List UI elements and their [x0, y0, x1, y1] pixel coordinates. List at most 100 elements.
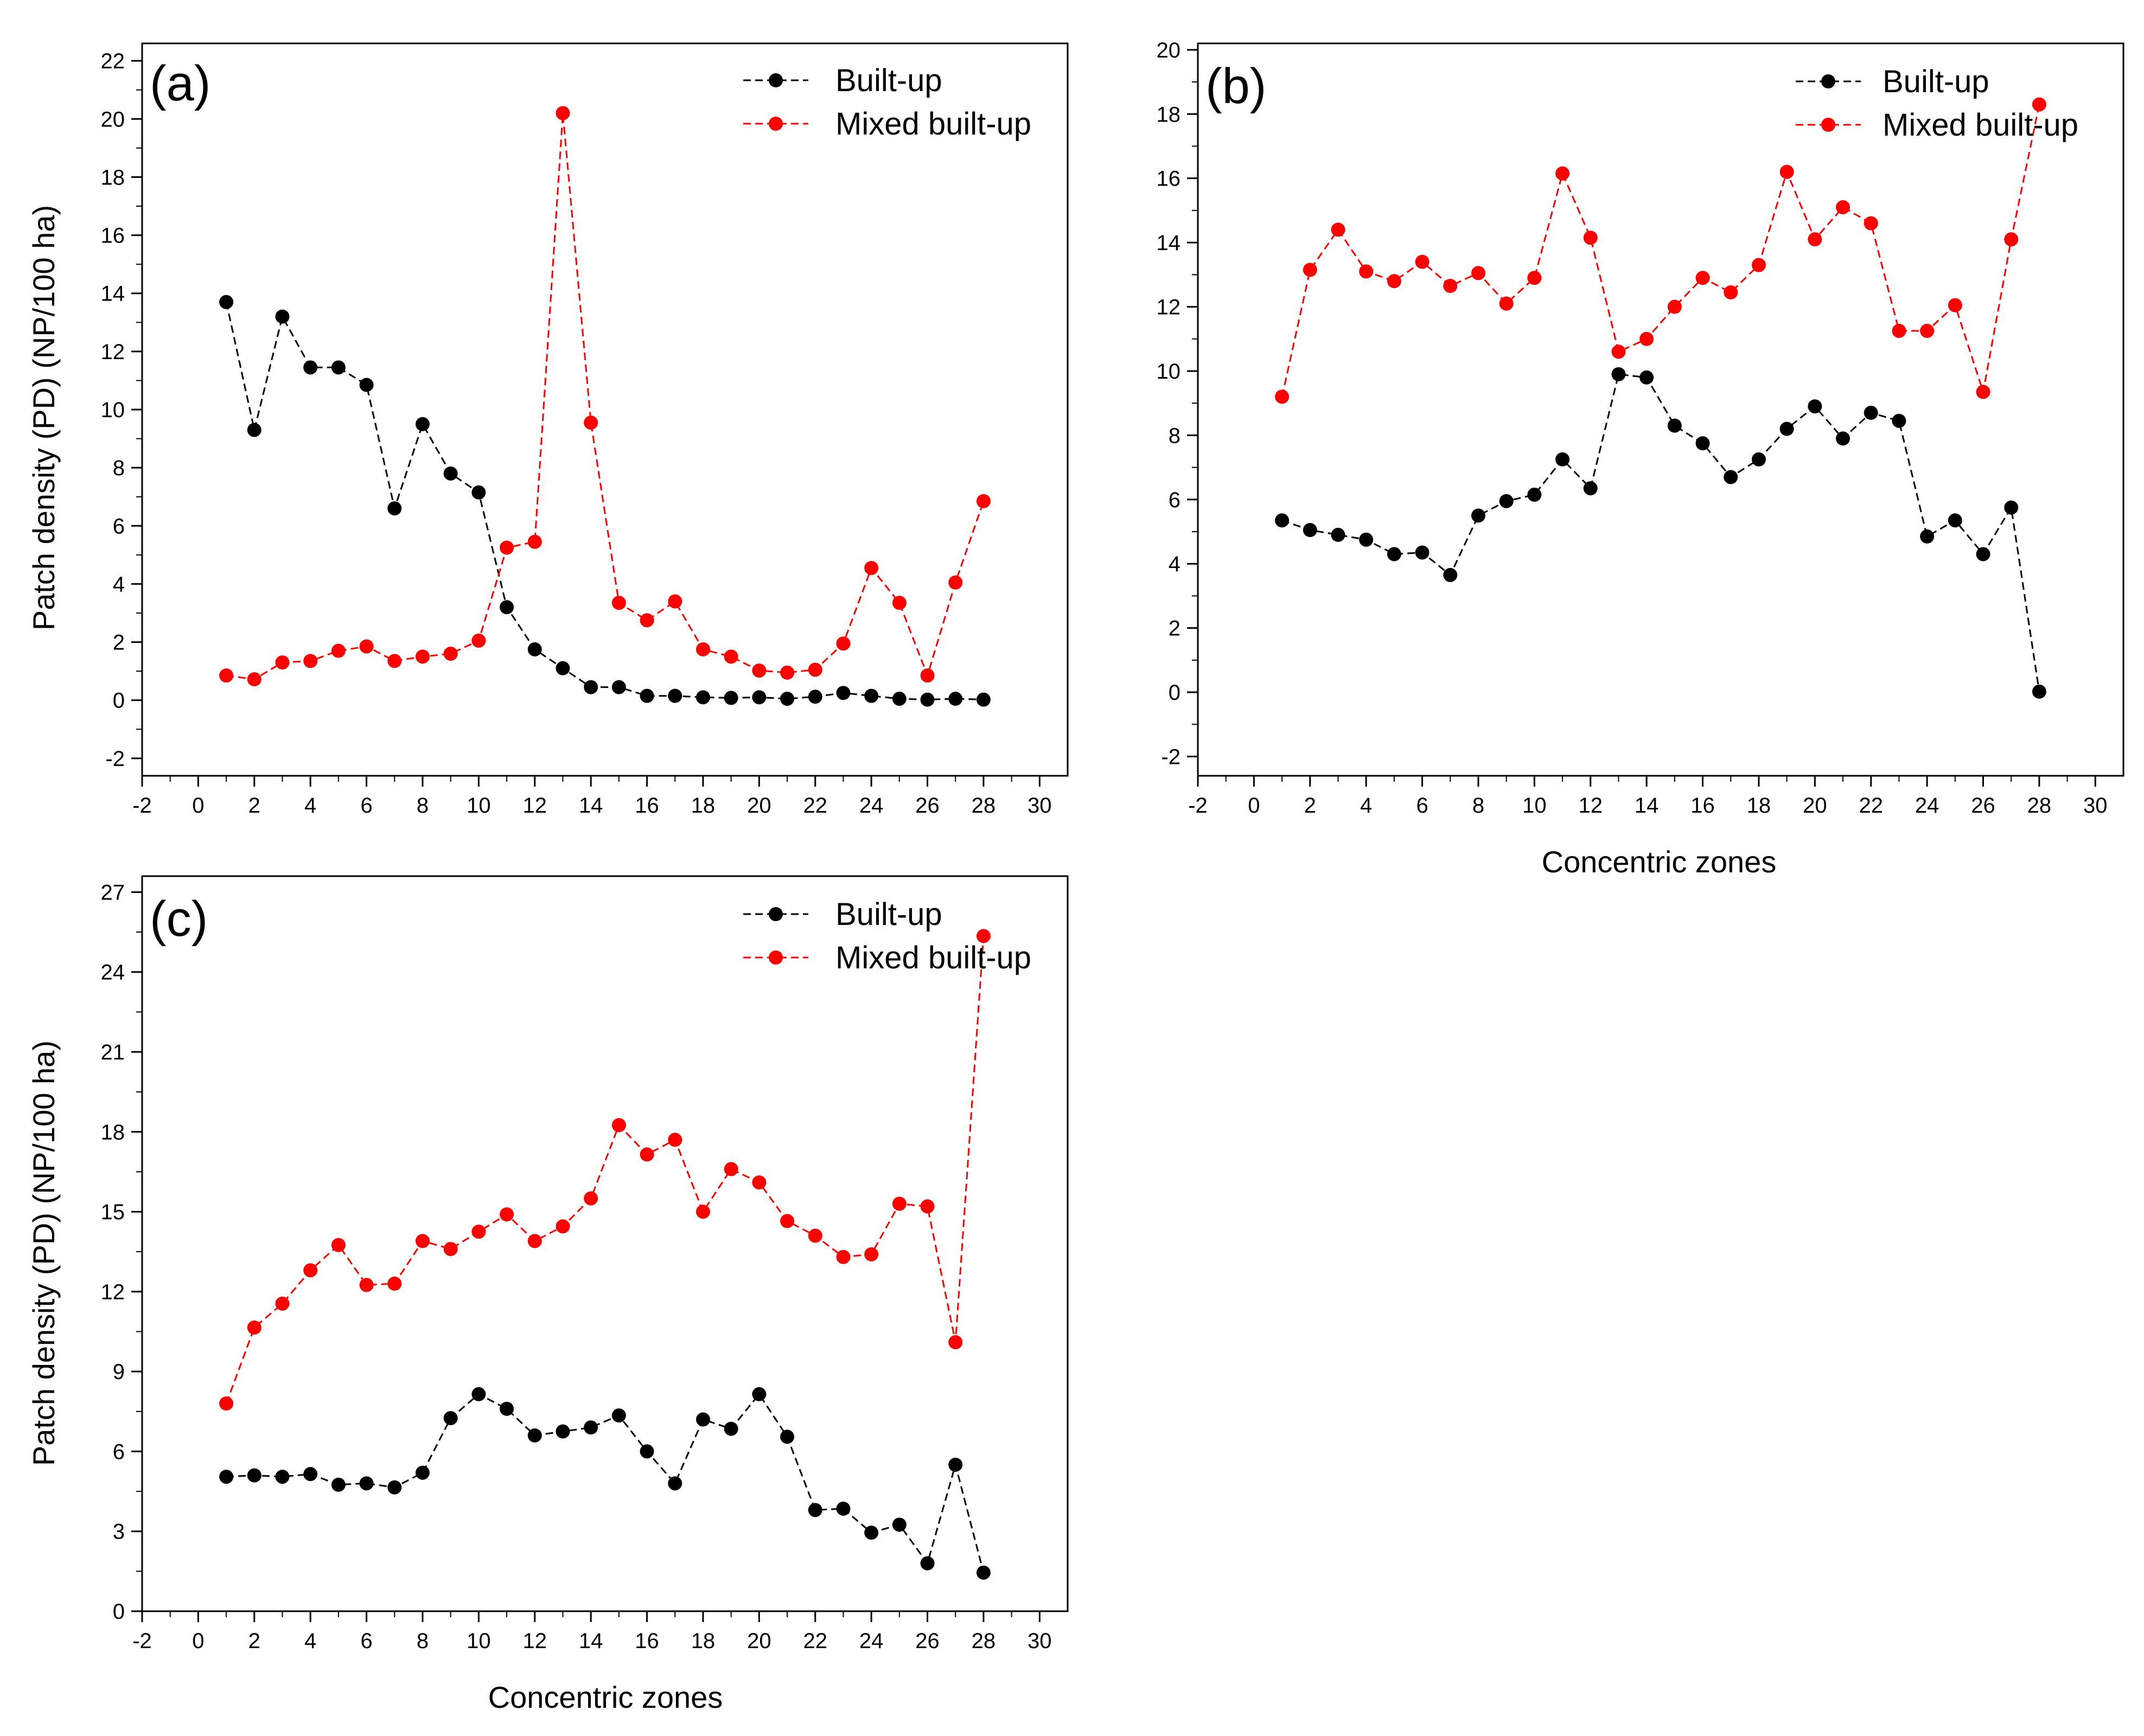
- data-point-mixed-built-up: [1892, 323, 1906, 338]
- data-point-built-up: [695, 1412, 710, 1427]
- data-point-built-up: [1920, 529, 1935, 544]
- data-point-built-up: [1499, 494, 1514, 508]
- y-tick-label: 20: [101, 107, 125, 131]
- data-point-built-up: [724, 1421, 738, 1436]
- y-tick-label: 10: [1157, 360, 1181, 384]
- data-point-mixed-built-up: [1920, 323, 1935, 338]
- y-tick-label: 4: [113, 572, 125, 596]
- data-point-mixed-built-up: [527, 1234, 542, 1248]
- y-tick-label: 2: [113, 631, 125, 655]
- data-point-built-up: [1948, 513, 1962, 528]
- y-tick-label: 10: [101, 398, 125, 422]
- x-tick-label: 14: [1635, 794, 1659, 818]
- data-point-built-up: [387, 1480, 402, 1495]
- legend-label-built-up: Built-up: [1883, 64, 1989, 99]
- data-point-built-up: [1667, 418, 1682, 433]
- x-axis-title: Concentric zones: [1542, 845, 1777, 879]
- data-point-built-up: [892, 1517, 907, 1532]
- data-point-mixed-built-up: [443, 647, 458, 661]
- data-point-mixed-built-up: [1443, 279, 1458, 293]
- x-tick-label: 10: [467, 1629, 491, 1653]
- y-tick-label: 14: [101, 282, 125, 306]
- x-tick-label: 18: [691, 1629, 716, 1653]
- data-point-mixed-built-up: [387, 1277, 402, 1291]
- data-point-mixed-built-up: [303, 654, 318, 668]
- data-point-mixed-built-up: [1864, 216, 1878, 231]
- data-point-mixed-built-up: [331, 1237, 346, 1252]
- x-tick-label: 16: [635, 794, 659, 818]
- data-point-built-up: [948, 692, 963, 706]
- x-tick-label: 18: [691, 794, 716, 818]
- data-point-mixed-built-up: [556, 106, 570, 120]
- data-point-mixed-built-up: [1303, 263, 1317, 277]
- data-point-built-up: [1555, 452, 1570, 467]
- y-tick-label: 12: [101, 340, 125, 364]
- x-tick-label: 22: [803, 1629, 827, 1653]
- data-point-built-up: [836, 1501, 851, 1516]
- y-tick-label: 12: [101, 1280, 125, 1304]
- data-point-built-up: [556, 661, 570, 675]
- data-point-built-up: [1836, 431, 1851, 446]
- data-point-mixed-built-up: [752, 663, 767, 678]
- data-point-mixed-built-up: [1527, 271, 1542, 285]
- data-point-built-up: [303, 1467, 318, 1482]
- data-point-mixed-built-up: [864, 1247, 879, 1262]
- data-point-built-up: [527, 1428, 542, 1443]
- y-tick-label: 18: [101, 165, 125, 189]
- x-tick-label: 28: [2027, 794, 2052, 818]
- x-tick-label: 4: [304, 1629, 316, 1653]
- y-tick-label: -2: [105, 747, 125, 771]
- x-tick-label: -2: [132, 794, 152, 818]
- data-point-mixed-built-up: [892, 1196, 907, 1211]
- y-tick-label: 24: [101, 961, 125, 985]
- panel-label: (b): [1205, 59, 1266, 114]
- data-point-built-up: [275, 309, 290, 324]
- x-tick-label: 2: [1304, 794, 1316, 818]
- data-point-built-up: [1415, 545, 1430, 560]
- data-point-built-up: [1443, 567, 1458, 582]
- data-point-built-up: [556, 1424, 570, 1439]
- data-point-built-up: [1779, 422, 1794, 436]
- y-tick-label: 12: [1157, 296, 1181, 320]
- data-point-built-up: [359, 1476, 374, 1491]
- data-point-built-up: [752, 1387, 767, 1401]
- data-point-built-up: [219, 1470, 234, 1484]
- legend: Built-up Mixed built-up: [1796, 64, 2078, 143]
- data-point-built-up: [247, 423, 261, 437]
- data-point-built-up: [836, 686, 851, 700]
- y-tick-label: 0: [113, 1600, 125, 1624]
- data-point-built-up: [303, 360, 318, 375]
- data-point-built-up: [331, 1477, 346, 1492]
- data-point-built-up: [443, 1411, 458, 1426]
- panel-a: Patch density (PD) (NP/100 ha) -2 0 2 4 6 8 10…: [27, 42, 1069, 818]
- series-lines: [225, 113, 985, 701]
- data-point-built-up: [976, 692, 991, 707]
- data-point-mixed-built-up: [892, 596, 907, 610]
- x-tick-label: 22: [1859, 794, 1883, 818]
- data-point-built-up: [695, 690, 710, 705]
- x-tick-label: 30: [1028, 1629, 1052, 1653]
- data-point-built-up: [1808, 399, 1822, 414]
- data-point-mixed-built-up: [584, 1191, 598, 1206]
- data-point-mixed-built-up: [359, 1278, 374, 1292]
- panel-b: -2 0 2 4 6 8 10 12 14 16 18 20 22 24 26 28 30-2024681012…: [1157, 39, 2124, 879]
- legend-label-mixed-built-up: Mixed built-up: [835, 940, 1031, 975]
- x-tick-label: 20: [1803, 794, 1827, 818]
- data-point-mixed-built-up: [415, 649, 430, 664]
- x-tick-label: -2: [132, 1629, 152, 1653]
- data-point-mixed-built-up: [527, 534, 542, 549]
- y-axis-title: Patch density (PD) (NP/100 ha): [27, 205, 61, 630]
- data-point-mixed-built-up: [836, 636, 851, 651]
- data-point-mixed-built-up: [948, 1335, 963, 1350]
- x-tick-label: 20: [747, 1629, 771, 1653]
- data-point-mixed-built-up: [471, 633, 486, 648]
- data-point-built-up: [275, 1470, 290, 1484]
- data-point-mixed-built-up: [864, 560, 879, 575]
- data-point-built-up: [500, 1401, 514, 1416]
- data-point-mixed-built-up: [1471, 266, 1485, 280]
- data-point-mixed-built-up: [1976, 385, 1990, 399]
- data-point-built-up: [471, 1387, 486, 1401]
- y-tick-label: 0: [1169, 681, 1181, 705]
- data-point-built-up: [247, 1468, 261, 1483]
